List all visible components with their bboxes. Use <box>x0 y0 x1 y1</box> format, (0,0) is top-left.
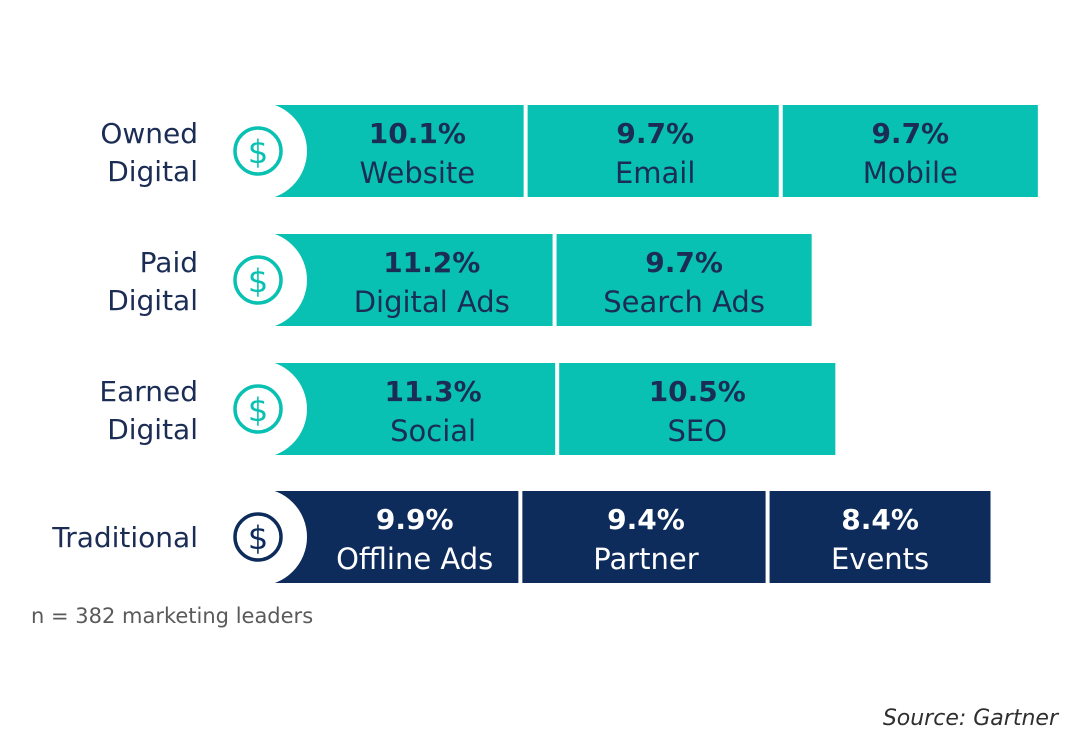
svg-text:$: $ <box>248 133 268 171</box>
row-label: Paid <box>140 246 198 279</box>
bar-segment <box>527 105 779 197</box>
bar-segment <box>522 491 766 583</box>
sample-size-footnote: n = 382 marketing leaders <box>31 604 314 628</box>
segment-name-label: Digital Ads <box>354 285 510 319</box>
segment-value-label: 8.4% <box>841 503 919 536</box>
svg-text:$: $ <box>248 391 268 429</box>
row-label: Traditional <box>51 521 198 554</box>
row-label: Digital <box>107 284 198 317</box>
category-row: 10.1% Website 9.7% Email 9.7% Mobile $ Owned Dig… <box>100 102 1038 200</box>
dollar-icon: $ <box>233 384 283 434</box>
segment-value-label: 9.9% <box>376 503 454 536</box>
segment-value-label: 9.7% <box>871 117 949 150</box>
segment-name-label: Offline Ads <box>336 542 493 576</box>
bar-segment <box>782 105 1038 197</box>
bar-notch <box>209 488 307 586</box>
segment-value-label: 11.3% <box>385 375 482 408</box>
segment-name-label: Partner <box>593 542 698 576</box>
dollar-icon: $ <box>233 255 283 305</box>
segment-value-label: 9.7% <box>616 117 694 150</box>
bar-segment <box>769 491 991 583</box>
segment-name-label: Events <box>831 542 929 576</box>
segment-value-label: 10.1% <box>369 117 466 150</box>
segment-name-label: SEO <box>667 414 727 448</box>
segment-name-label: Website <box>360 156 476 190</box>
segment-name-label: Social <box>390 414 476 448</box>
segment-value-label: 9.4% <box>607 503 685 536</box>
category-row: 9.9% Offline Ads 9.4% Partner 8.4% Events $ Tra… <box>51 488 991 586</box>
row-label: Digital <box>107 413 198 446</box>
row-label: Owned <box>100 117 198 150</box>
row-label: Digital <box>107 155 198 188</box>
dollar-icon: $ <box>233 512 283 562</box>
bar-segment <box>559 363 836 455</box>
bar-segment <box>556 234 812 326</box>
category-row: 11.3% Social 10.5% SEO $ Earned Digital <box>99 360 836 458</box>
svg-text:$: $ <box>248 519 268 557</box>
dollar-icon: $ <box>233 126 283 176</box>
bar-notch <box>209 102 307 200</box>
bar-segment <box>262 363 556 455</box>
bar-notch <box>209 360 307 458</box>
svg-text:$: $ <box>248 262 268 300</box>
segment-value-label: 11.2% <box>383 246 480 279</box>
row-label: Earned <box>99 375 198 408</box>
segment-value-label: 10.5% <box>649 375 746 408</box>
bar-segment <box>262 234 553 326</box>
segment-name-label: Email <box>615 156 695 190</box>
source-credit: Source: Gartner <box>882 706 1058 731</box>
segment-value-label: 9.7% <box>645 246 723 279</box>
segment-name-label: Mobile <box>863 156 958 190</box>
segment-name-label: Search Ads <box>603 285 765 319</box>
category-row: 11.2% Digital Ads 9.7% Search Ads $ Paid Digit… <box>107 231 812 329</box>
bar-notch <box>209 231 307 329</box>
